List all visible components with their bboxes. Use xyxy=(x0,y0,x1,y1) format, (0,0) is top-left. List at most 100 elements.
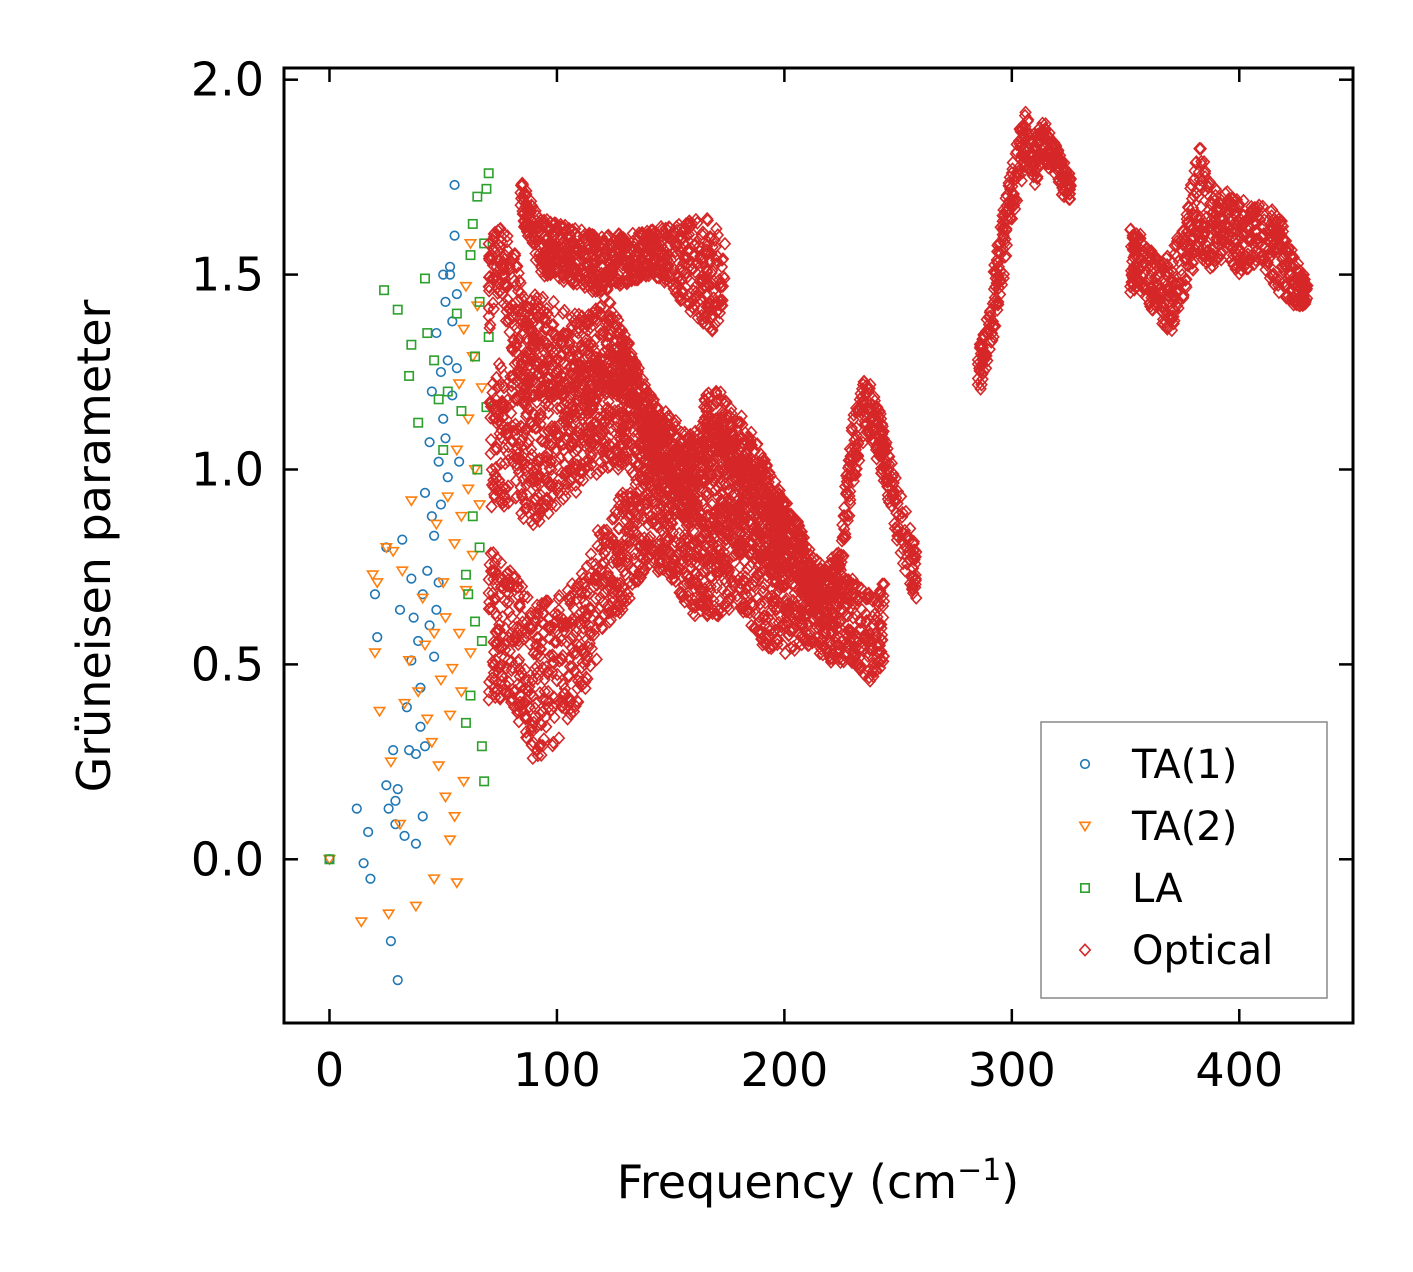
data-point xyxy=(443,710,457,722)
data-point xyxy=(461,484,475,496)
data-point xyxy=(441,492,455,503)
data-point xyxy=(572,320,585,335)
data-point xyxy=(908,552,921,567)
data-point xyxy=(503,256,516,271)
data-point xyxy=(556,648,570,663)
data-point xyxy=(663,466,677,481)
data-point xyxy=(555,335,568,350)
data-point xyxy=(499,277,513,292)
data-point xyxy=(871,401,884,416)
series-optical xyxy=(482,105,1314,766)
data-point xyxy=(409,901,423,913)
data-point xyxy=(324,854,335,865)
data-point xyxy=(867,421,880,436)
data-point xyxy=(515,291,528,306)
data-point xyxy=(474,296,485,307)
data-point xyxy=(472,500,487,511)
data-point xyxy=(698,392,711,407)
data-point xyxy=(427,874,441,885)
data-point xyxy=(843,496,857,511)
data-point xyxy=(578,595,591,610)
data-point xyxy=(368,648,382,659)
data-point xyxy=(402,656,416,667)
data-point xyxy=(793,528,807,543)
data-point xyxy=(514,286,528,301)
data-point xyxy=(438,613,453,624)
data-point xyxy=(604,322,618,337)
data-point xyxy=(465,690,476,701)
data-point xyxy=(871,406,885,421)
data-point xyxy=(889,471,902,485)
data-point xyxy=(383,803,394,814)
data-point xyxy=(442,472,453,483)
data-point xyxy=(525,351,538,366)
data-point xyxy=(838,479,852,494)
data-point xyxy=(479,238,490,249)
data-point xyxy=(476,635,487,646)
data-point xyxy=(465,250,476,261)
data-point xyxy=(906,560,920,575)
data-point xyxy=(384,757,398,769)
data-point xyxy=(425,737,439,749)
data-point xyxy=(450,878,464,889)
data-point xyxy=(420,714,434,726)
data-point xyxy=(524,293,538,308)
data-point xyxy=(568,307,582,322)
data-point xyxy=(450,445,464,457)
data-point xyxy=(849,401,863,415)
data-point xyxy=(452,379,466,390)
data-point xyxy=(807,551,820,566)
data-point xyxy=(491,286,504,300)
data-point xyxy=(834,655,847,670)
data-point xyxy=(597,546,611,561)
data-point xyxy=(701,606,714,621)
data-point xyxy=(837,529,850,544)
data-point xyxy=(541,353,554,368)
data-point xyxy=(511,580,525,595)
data-point xyxy=(899,504,913,519)
data-point xyxy=(435,499,447,510)
data-point xyxy=(501,293,515,307)
data-point xyxy=(470,351,481,362)
data-point xyxy=(890,506,903,521)
data-point xyxy=(457,324,471,336)
data-point xyxy=(870,451,883,466)
data-point xyxy=(388,745,399,756)
data-point xyxy=(536,290,550,305)
data-point xyxy=(584,547,598,562)
data-point xyxy=(438,444,449,455)
data-point xyxy=(476,741,487,752)
data-point xyxy=(552,731,566,746)
data-point xyxy=(442,386,453,397)
data-point xyxy=(860,425,874,440)
data-point xyxy=(486,271,500,285)
data-point xyxy=(424,620,435,631)
data-point xyxy=(631,574,645,588)
data-point xyxy=(452,628,466,640)
data-point xyxy=(527,366,540,380)
data-point xyxy=(528,709,542,724)
data-point xyxy=(502,311,516,326)
data-point xyxy=(472,464,483,475)
data-point xyxy=(610,309,623,324)
data-point xyxy=(354,917,368,928)
data-point xyxy=(363,826,374,838)
data-point xyxy=(907,569,921,584)
data-point xyxy=(432,761,446,772)
data-point xyxy=(422,565,433,576)
data-point xyxy=(545,318,559,332)
data-point xyxy=(823,556,837,571)
data-point xyxy=(895,533,908,548)
data-point xyxy=(366,570,380,581)
data-point xyxy=(475,383,489,394)
data-point xyxy=(431,327,442,339)
data-point xyxy=(451,363,462,374)
data-point xyxy=(483,168,494,179)
data-point xyxy=(726,427,740,442)
data-point xyxy=(909,545,923,559)
data-point xyxy=(426,386,437,397)
data-point xyxy=(548,635,561,649)
data-point xyxy=(399,830,410,841)
data-point xyxy=(404,370,415,381)
